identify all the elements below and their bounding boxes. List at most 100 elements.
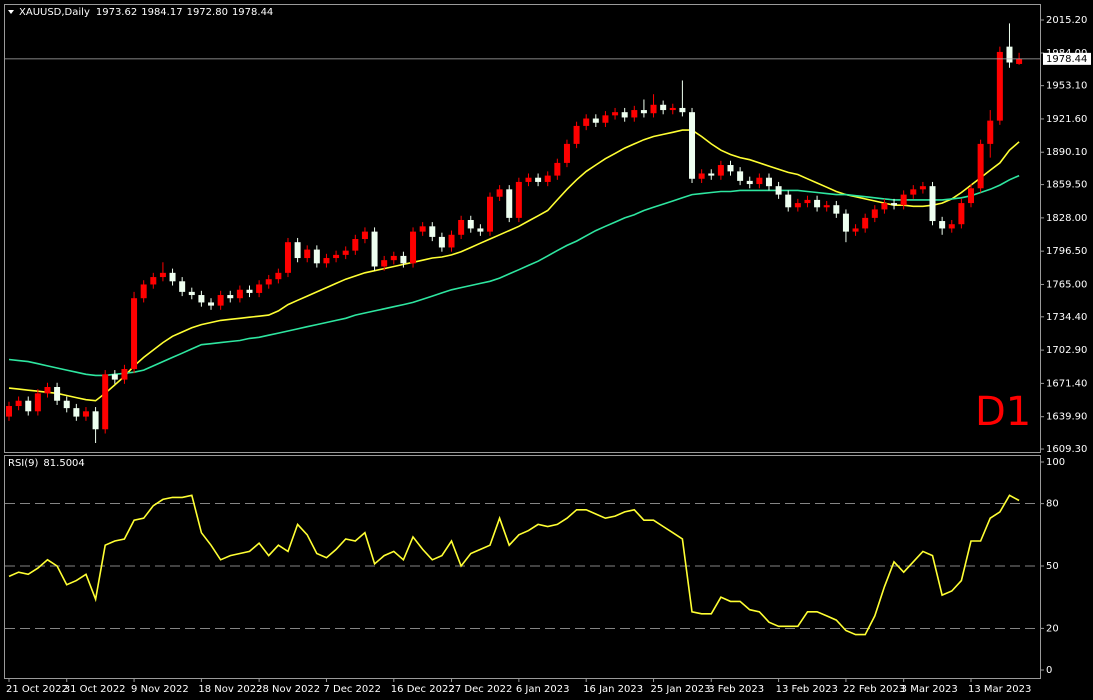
x-tick-label: 3 Mar 2023	[901, 684, 958, 695]
rsi-title: RSI(9) 81.5004	[8, 458, 85, 469]
y-tick-label: 1639.90	[1046, 412, 1087, 423]
candle-body	[563, 143, 570, 163]
candle-body	[198, 295, 205, 303]
candle-body	[179, 281, 186, 292]
x-tick-label: 28 Nov 2022	[256, 684, 320, 695]
candle-body	[381, 260, 388, 267]
y-tick-label: 100	[1046, 457, 1065, 468]
candle-body	[496, 189, 503, 197]
timeframe-label: D1	[975, 389, 1031, 435]
current-price-label: 1978.44	[1046, 54, 1087, 65]
candle-body	[467, 219, 474, 229]
rsi-panel-frame	[4, 455, 1041, 679]
rsi-name: RSI(9)	[8, 458, 39, 469]
y-tick-label: 1921.60	[1046, 114, 1087, 125]
candle-body	[640, 110, 647, 114]
x-tick-label: 31 Oct 2022	[64, 684, 126, 695]
y-tick-label: 1890.10	[1046, 147, 1087, 158]
candle-body	[6, 406, 12, 417]
candle-body	[506, 189, 513, 218]
candle-body	[54, 386, 61, 401]
candle-body	[169, 272, 176, 282]
candle-body	[188, 291, 195, 296]
candle-body	[746, 180, 753, 185]
candle-body	[419, 226, 426, 232]
candle-body	[159, 272, 166, 278]
candle-body	[1006, 46, 1013, 63]
candle-body	[708, 173, 715, 176]
candle-body	[342, 250, 349, 255]
candle-body	[698, 173, 705, 179]
candle-body	[275, 272, 282, 280]
y-tick-label: 1953.10	[1046, 81, 1087, 92]
candle-body	[25, 400, 32, 412]
candle-body	[410, 231, 417, 264]
candle-body	[900, 194, 907, 206]
symbol: XAUUSD,Daily	[19, 7, 90, 18]
y-tick-label: 2015.20	[1046, 15, 1087, 26]
candle-body	[939, 221, 946, 229]
candle-body	[208, 302, 215, 306]
candle-body	[987, 120, 994, 144]
candle-body	[871, 209, 878, 218]
candle-body	[573, 125, 580, 144]
candle-body	[265, 279, 272, 285]
x-tick-label: 25 Jan 2023	[651, 684, 711, 695]
candle-body	[842, 213, 849, 232]
candle-body	[140, 284, 147, 299]
candle-body	[612, 112, 619, 116]
candle-body	[592, 118, 599, 123]
candle-body	[602, 115, 609, 123]
last-low: 1972.80	[187, 7, 228, 18]
candle-body	[996, 51, 1003, 121]
candle-body	[390, 255, 397, 261]
candle-body	[525, 177, 532, 182]
x-tick-label: 21 Oct 2022	[6, 684, 68, 695]
candle-body	[150, 277, 157, 285]
candle-body	[977, 143, 984, 189]
x-tick-label: 16 Jan 2023	[583, 684, 643, 695]
candle-body	[448, 234, 455, 248]
candle-body	[881, 203, 888, 210]
candle-body	[294, 242, 301, 259]
x-tick-label: 3 Feb 2023	[708, 684, 764, 695]
candle-body	[44, 386, 51, 394]
main-title: XAUUSD,Daily 1973.62 1984.17 1972.80 1978.44	[19, 7, 273, 18]
y-tick-label: 1702.90	[1046, 345, 1087, 356]
y-tick-label: 0	[1046, 665, 1052, 676]
candle-body	[304, 249, 311, 259]
candle-body	[929, 186, 936, 222]
y-tick-label: 1671.40	[1046, 378, 1087, 389]
y-tick-label: 1796.50	[1046, 246, 1087, 257]
candle-body	[544, 175, 551, 182]
candle-body	[333, 254, 340, 259]
candle-body	[246, 289, 253, 293]
candle-body	[458, 219, 465, 235]
candle-body	[131, 298, 138, 370]
x-tick-label: 9 Nov 2022	[131, 684, 189, 695]
candle-body	[371, 231, 378, 267]
candle-body	[785, 194, 792, 208]
candle-body	[535, 177, 542, 182]
rsi-last: 81.5004	[43, 458, 84, 469]
candle-body	[73, 408, 80, 417]
candle-body	[313, 249, 320, 264]
x-tick-label: 22 Feb 2023	[843, 684, 905, 695]
candle-body	[429, 226, 436, 237]
candle-body	[621, 112, 628, 118]
x-tick-label: 16 Dec 2022	[391, 684, 455, 695]
candle-body	[794, 203, 801, 208]
candle-body	[669, 107, 676, 111]
candle-body	[968, 188, 974, 204]
candle-body	[361, 231, 368, 240]
y-tick-label: 50	[1046, 561, 1059, 572]
candle-body	[814, 199, 821, 208]
x-tick-label: 7 Dec 2022	[323, 684, 381, 695]
candle-body	[910, 189, 917, 195]
menu-icon	[8, 10, 14, 14]
candle-body	[660, 104, 667, 111]
candle-body	[833, 205, 840, 214]
candle-body	[256, 284, 263, 293]
candle-body	[438, 236, 445, 248]
